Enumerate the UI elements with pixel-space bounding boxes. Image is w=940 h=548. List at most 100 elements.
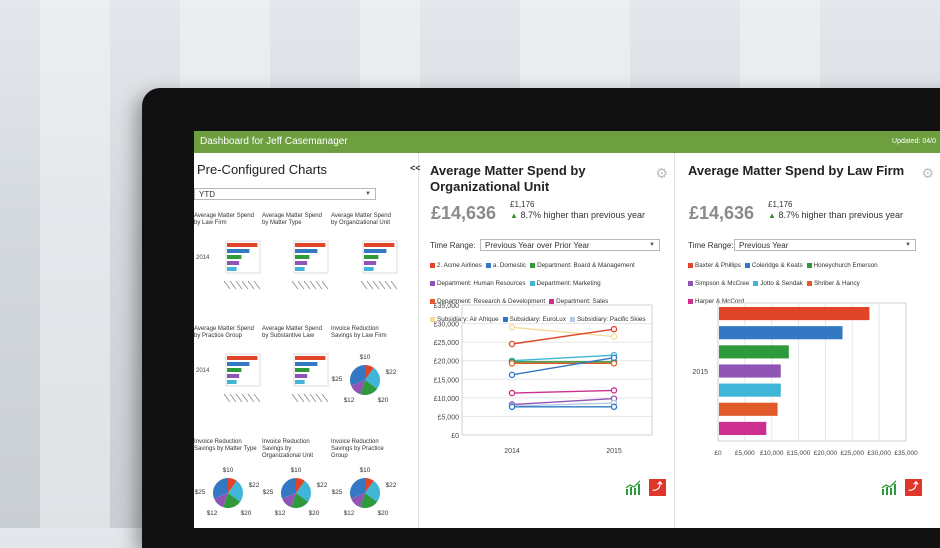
pie-slice — [351, 493, 365, 508]
legend-label: Subsidiary: EuroLux — [509, 316, 566, 323]
legend-label: Coleridge & Keats — [751, 262, 803, 269]
data-point[interactable] — [610, 387, 618, 394]
legend-item[interactable]: Department: Research & Development — [430, 298, 545, 306]
gear-icon[interactable]: ⚙ — [921, 165, 934, 181]
pie-slice — [365, 367, 380, 389]
mini-bar — [227, 255, 242, 259]
data-point[interactable] — [508, 403, 516, 411]
series-line — [511, 397, 615, 406]
chart-export-icon[interactable] — [625, 479, 642, 499]
mini-bar — [227, 374, 240, 378]
pie-label: $12 — [344, 397, 355, 404]
pie-slice — [365, 478, 374, 493]
firm-change-text: 8.7% higher than previous year — [778, 210, 904, 220]
mini-bar — [227, 356, 258, 360]
legend-swatch — [688, 298, 693, 304]
legend-item[interactable]: Subsidiary: EuroLux — [502, 316, 566, 324]
bar[interactable] — [719, 364, 781, 378]
mini-bar — [227, 267, 237, 271]
legend-item[interactable]: Coleridge & Keats — [744, 262, 803, 270]
period-select[interactable]: YTD ▼ — [194, 188, 376, 200]
mini-tick-label — [297, 280, 305, 290]
data-point[interactable] — [508, 324, 516, 331]
pie-label: $10 — [223, 467, 234, 474]
x-tick-label: £0 — [714, 450, 722, 457]
mini-chart[interactable]: Average Matter Spend by Law Firm 2014 — [194, 213, 262, 313]
bar[interactable] — [719, 326, 843, 340]
data-point[interactable] — [508, 371, 516, 379]
pdf-export-icon[interactable]: ⤴ — [649, 479, 666, 496]
mini-bar — [295, 362, 318, 366]
updated-label: Updated: 04/0 — [892, 138, 936, 145]
legend-item[interactable]: Department: Sales — [549, 298, 608, 306]
data-point[interactable] — [508, 360, 516, 367]
legend-item[interactable]: Subsidiary: Air Afrique — [430, 316, 499, 324]
collapse-button[interactable]: << — [410, 163, 421, 173]
pie-label: $20 — [241, 510, 252, 517]
bar[interactable] — [719, 345, 789, 359]
chart-export-icon[interactable] — [625, 479, 642, 496]
legend-item[interactable]: Baxter & Phillips — [688, 262, 741, 270]
legend-item[interactable]: Harper & McCord — [688, 298, 744, 306]
org-time-range-label: Time Range: — [430, 241, 476, 250]
series-line — [511, 328, 615, 345]
legend-item[interactable]: Subsidiary: Pacific Skies — [569, 316, 646, 324]
mini-chart[interactable]: Invoice Reduction Savings by Organizatio… — [262, 439, 330, 528]
mini-bar — [227, 261, 240, 265]
chart-export-icon[interactable] — [881, 479, 898, 499]
bar[interactable] — [719, 402, 778, 416]
x-tick-label: £20,000 — [814, 450, 838, 457]
bar[interactable] — [719, 383, 781, 397]
data-point[interactable] — [610, 354, 618, 361]
bar[interactable] — [719, 421, 767, 435]
pie-label: $22 — [386, 369, 397, 376]
mini-chart[interactable]: Invoice Reduction Savings by Practice Gr… — [331, 439, 399, 528]
firm-bar-chart: £0 £5,000 £10,000 £15,000 £20,000 £25,000 £30,… — [692, 302, 918, 457]
legend-item[interactable]: Shriber & Hancy — [806, 280, 860, 288]
data-point[interactable] — [610, 333, 618, 340]
pie-label: $10 — [291, 467, 302, 474]
mini-chart[interactable]: Invoice Reduction Savings by Law Firm $10… — [331, 326, 399, 426]
mini-tick-label — [315, 280, 323, 290]
legend-item[interactable]: a. Domestic — [485, 262, 526, 270]
mini-tick-label — [297, 393, 305, 403]
pie-label: $20 — [378, 397, 389, 404]
legend-item[interactable]: 2. Acme Airlines — [430, 262, 482, 270]
data-point[interactable] — [610, 403, 618, 411]
y-tick-label: £30,000 — [434, 322, 459, 329]
mini-chart-graphic: 2014 — [196, 353, 261, 403]
legend-item[interactable]: Honeychurch Emerson — [806, 262, 878, 270]
mini-chart-graphic — [291, 240, 329, 290]
legend-item[interactable]: Department: Human Resources — [430, 280, 526, 288]
pie-slice — [228, 480, 243, 502]
data-point[interactable] — [508, 340, 516, 348]
pie-slice — [365, 365, 374, 380]
mini-bar — [227, 243, 258, 247]
gear-icon[interactable]: ⚙ — [655, 165, 668, 181]
mini-chart[interactable]: Average Matter Spend by Matter Type — [262, 213, 330, 313]
pdf-export-icon[interactable]: ⤴ — [905, 479, 922, 496]
legend-item[interactable]: Department: Board & Management — [530, 262, 635, 270]
data-point[interactable] — [508, 389, 516, 397]
chart-export-icon[interactable] — [881, 479, 898, 496]
mini-chart[interactable]: Average Matter Spend by Practice Group 20… — [194, 326, 262, 426]
mini-tick-label — [291, 393, 299, 403]
mini-chart[interactable]: Invoice Reduction Savings by Matter Type… — [194, 439, 262, 528]
legend-item[interactable]: Department: Marketing — [529, 280, 601, 288]
firm-time-range-select[interactable]: Previous Year ▼ — [734, 239, 916, 251]
data-point[interactable] — [610, 360, 618, 367]
mini-chart[interactable]: Average Matter Spend by Substantive Law — [262, 326, 330, 426]
legend-item[interactable]: Simpson & McCree — [688, 280, 749, 288]
mini-chart-graphic: 2014 — [196, 240, 261, 290]
panel-heading: Pre-Configured Charts — [197, 162, 328, 177]
legend-item[interactable]: Jotto & Sendak — [753, 280, 803, 288]
plot-border — [461, 304, 653, 436]
mini-bar — [364, 255, 379, 259]
data-point[interactable] — [610, 325, 618, 333]
bar[interactable] — [719, 307, 870, 321]
mini-bar — [364, 261, 377, 265]
mini-tick-label — [223, 393, 231, 403]
legend-swatch — [753, 280, 759, 286]
org-time-range-select[interactable]: Previous Year over Prior Year ▼ — [480, 239, 660, 251]
mini-chart[interactable]: Average Matter Spend by Organizational U… — [331, 213, 399, 313]
